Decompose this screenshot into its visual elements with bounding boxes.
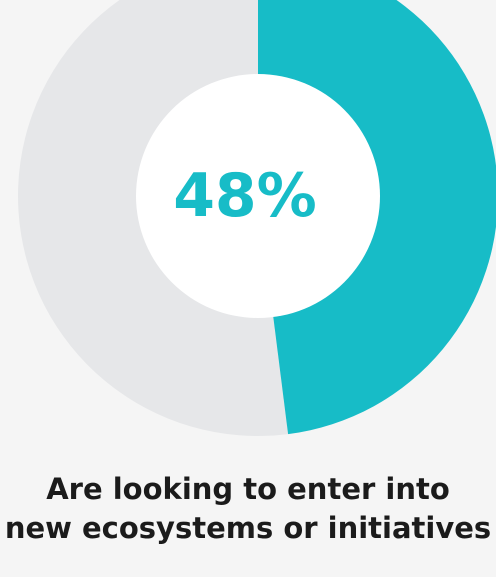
center-percentage-label: 48%	[173, 161, 317, 231]
donut-hole	[136, 74, 380, 318]
caption-line-1: Are looking to enter into	[46, 472, 450, 506]
donut-chart: 48%	[18, 0, 496, 436]
caption-line-2: new ecosystems or initiatives	[4, 511, 492, 545]
